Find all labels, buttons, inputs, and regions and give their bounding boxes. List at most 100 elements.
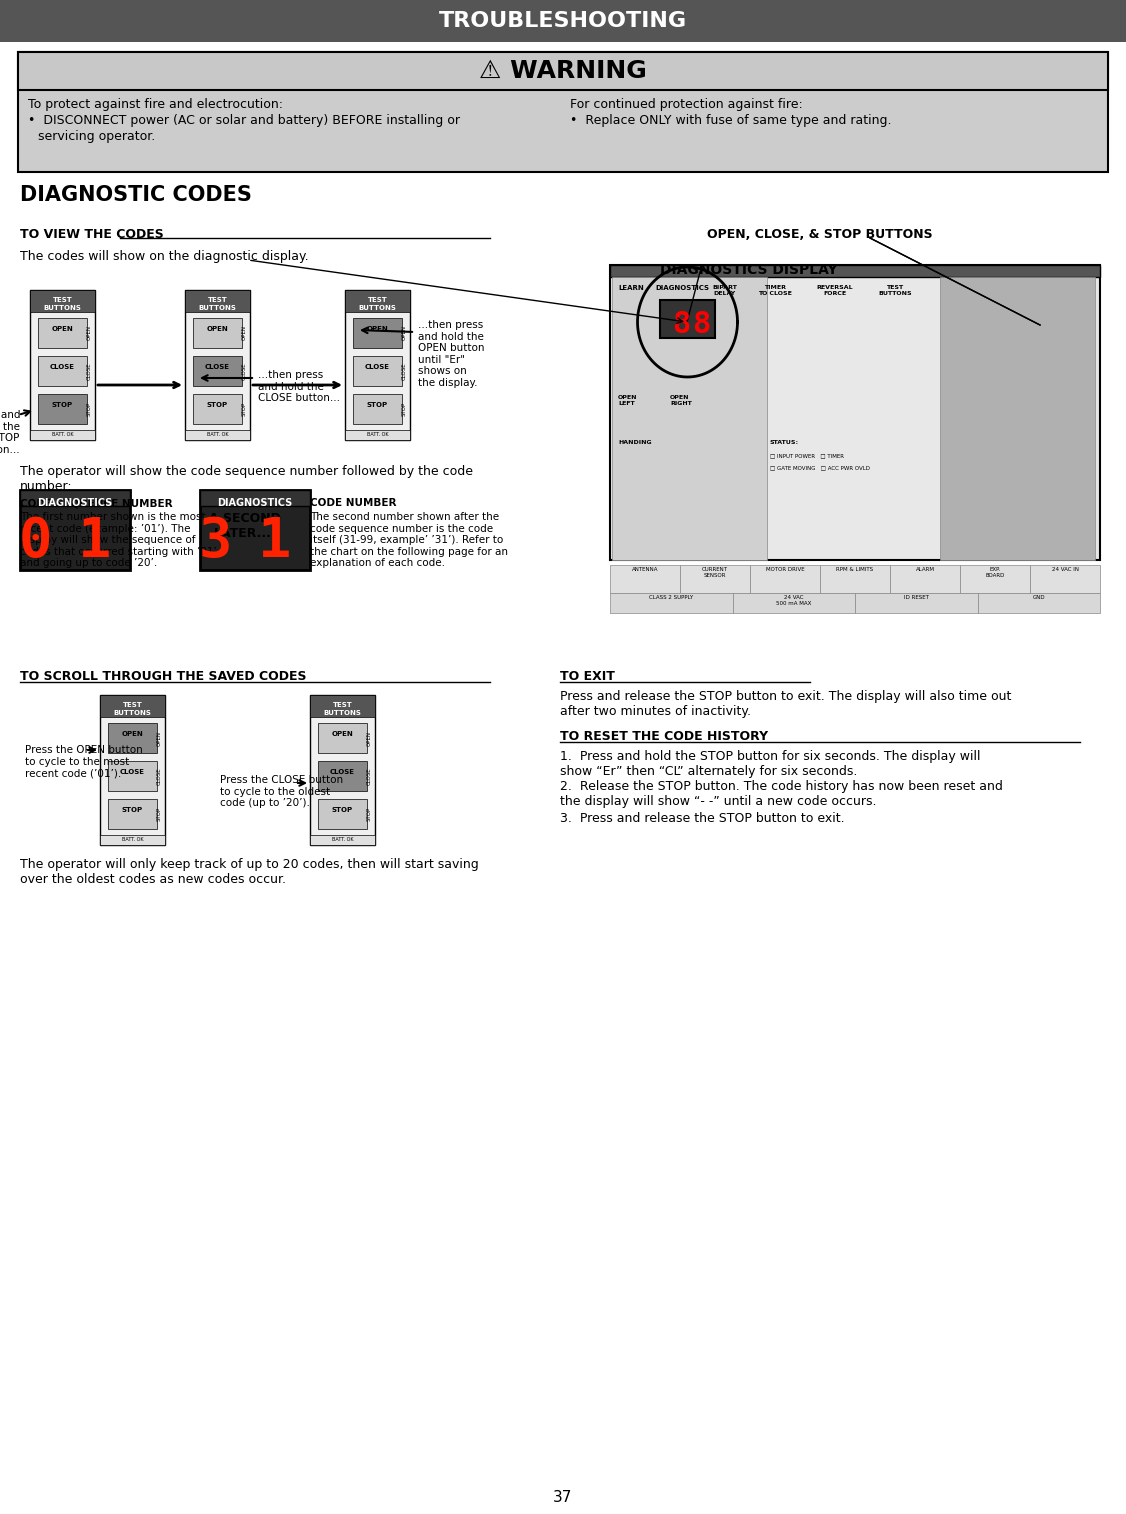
Bar <box>200 491 310 506</box>
Text: 1: 1 <box>79 515 111 568</box>
Text: ANTENNA: ANTENNA <box>632 568 659 572</box>
Text: CLOSE: CLOSE <box>330 769 355 775</box>
Bar <box>610 565 680 593</box>
Bar <box>30 291 95 441</box>
Text: OPEN, CLOSE, & STOP BUTTONS: OPEN, CLOSE, & STOP BUTTONS <box>707 229 932 241</box>
Bar <box>610 265 1100 560</box>
Bar <box>30 291 95 312</box>
Bar <box>193 318 242 348</box>
Text: 0: 0 <box>18 515 52 568</box>
Bar <box>352 394 402 424</box>
Text: GND: GND <box>1033 595 1045 600</box>
Bar <box>1030 565 1100 593</box>
Text: OPEN: OPEN <box>87 326 92 341</box>
Bar <box>345 291 410 312</box>
Text: CLOSE: CLOSE <box>157 768 162 784</box>
Text: 1: 1 <box>258 515 292 568</box>
Text: The second number shown after the
code sequence number is the code
itself (31-99: The second number shown after the code s… <box>310 512 508 568</box>
Text: BUTTONS: BUTTONS <box>198 304 236 310</box>
Text: CLOSE: CLOSE <box>242 362 247 380</box>
Text: Press and release the STOP button to exit. The display will also time out
after : Press and release the STOP button to exi… <box>560 690 1011 718</box>
Bar <box>185 430 250 441</box>
Text: •  DISCONNECT power (AC or solar and battery) BEFORE installing or: • DISCONNECT power (AC or solar and batt… <box>28 114 461 127</box>
Text: STOP: STOP <box>87 401 92 416</box>
Text: 3.  Press and release the STOP button to exit.: 3. Press and release the STOP button to … <box>560 812 844 825</box>
Text: A SECOND
LATER....: A SECOND LATER.... <box>209 512 282 540</box>
Text: MOTOR DRIVE: MOTOR DRIVE <box>766 568 804 572</box>
Text: LEARN: LEARN <box>618 285 644 291</box>
Bar <box>660 300 715 338</box>
Bar <box>108 762 157 790</box>
Text: TO VIEW THE CODES: TO VIEW THE CODES <box>20 229 163 241</box>
Text: OPEN: OPEN <box>367 730 372 745</box>
Text: 2.  Release the STOP button. The code history has now been reset and
the display: 2. Release the STOP button. The code his… <box>560 780 1003 808</box>
Text: ⚠ WARNING: ⚠ WARNING <box>479 59 647 83</box>
Text: CODE NUMBER: CODE NUMBER <box>310 498 396 509</box>
Bar <box>352 318 402 348</box>
Bar <box>680 565 750 593</box>
Bar <box>352 356 402 386</box>
Bar <box>855 593 977 613</box>
Bar <box>193 394 242 424</box>
Bar <box>610 265 1100 277</box>
Text: CLOSE: CLOSE <box>402 362 406 380</box>
Text: BUTTONS: BUTTONS <box>358 304 396 310</box>
Text: TO RESET THE CODE HISTORY: TO RESET THE CODE HISTORY <box>560 730 768 743</box>
Bar <box>18 51 1108 89</box>
Text: 24 VAC IN: 24 VAC IN <box>1052 568 1079 572</box>
Text: ALARM: ALARM <box>915 568 935 572</box>
Text: TROUBLESHOOTING: TROUBLESHOOTING <box>439 11 687 30</box>
Bar <box>318 724 367 752</box>
Text: BATT. OK: BATT. OK <box>332 837 354 842</box>
Text: servicing operator.: servicing operator. <box>38 130 155 142</box>
Text: BIPART
DELAY: BIPART DELAY <box>713 285 738 295</box>
Text: STOP: STOP <box>367 807 372 821</box>
Text: The operator will show the code sequence number followed by the code
number:: The operator will show the code sequence… <box>20 465 473 494</box>
Bar <box>345 430 410 441</box>
Text: OPEN: OPEN <box>157 730 162 745</box>
Text: The codes will show on the diagnostic display.: The codes will show on the diagnostic di… <box>20 250 309 263</box>
Text: DIAGNOSTICS: DIAGNOSTICS <box>217 498 293 509</box>
Text: OPEN
RIGHT: OPEN RIGHT <box>670 395 691 406</box>
Text: CODE SEQUENCE NUMBER: CODE SEQUENCE NUMBER <box>20 498 172 509</box>
Bar <box>318 799 367 830</box>
Bar <box>960 565 1030 593</box>
Bar <box>100 695 166 845</box>
Text: 37: 37 <box>553 1490 573 1505</box>
Text: BUTTONS: BUTTONS <box>44 304 81 310</box>
Text: For continued protection against fire:: For continued protection against fire: <box>570 98 803 111</box>
Bar <box>733 593 855 613</box>
Text: TEST: TEST <box>367 297 387 303</box>
Text: STOP: STOP <box>402 401 406 416</box>
Text: STOP: STOP <box>52 403 73 407</box>
Text: The first number shown is the most
recent code (example: ’01’). The
display will: The first number shown is the most recen… <box>20 512 217 568</box>
Text: □ INPUT POWER   □ TIMER: □ INPUT POWER □ TIMER <box>770 453 844 459</box>
Text: DIAGNOSTICS: DIAGNOSTICS <box>655 285 709 291</box>
Text: OPEN: OPEN <box>402 326 406 341</box>
Text: OPEN: OPEN <box>207 326 229 332</box>
Bar <box>310 836 375 845</box>
Bar <box>18 51 1108 173</box>
Text: REVERSAL
FORCE: REVERSAL FORCE <box>816 285 854 295</box>
Bar <box>345 291 410 441</box>
Bar <box>38 318 87 348</box>
Text: OPEN: OPEN <box>52 326 73 332</box>
Bar <box>100 695 166 718</box>
Bar <box>38 394 87 424</box>
Bar <box>0 0 1126 42</box>
Bar <box>977 593 1100 613</box>
Text: CLOSE: CLOSE <box>120 769 145 775</box>
Bar <box>108 799 157 830</box>
Text: HANDING: HANDING <box>618 441 652 445</box>
Text: STOP: STOP <box>367 403 388 407</box>
Text: ...then press
and hold the
CLOSE button...: ...then press and hold the CLOSE button.… <box>258 369 340 403</box>
Text: CLOSE: CLOSE <box>87 362 92 380</box>
Bar <box>185 291 250 441</box>
Text: STATUS:: STATUS: <box>770 441 799 445</box>
Text: Press the OPEN button
to cycle to the most
recent code (’01’).: Press the OPEN button to cycle to the mo… <box>25 745 143 778</box>
Bar <box>108 724 157 752</box>
Text: □ GATE MOVING   □ ACC PWR OVLD: □ GATE MOVING □ ACC PWR OVLD <box>770 465 870 469</box>
Text: ...then press
and hold the
OPEN button
until "Er"
shows on
the display.: ...then press and hold the OPEN button u… <box>418 319 484 388</box>
Text: OPEN: OPEN <box>242 326 247 341</box>
Bar <box>30 430 95 441</box>
